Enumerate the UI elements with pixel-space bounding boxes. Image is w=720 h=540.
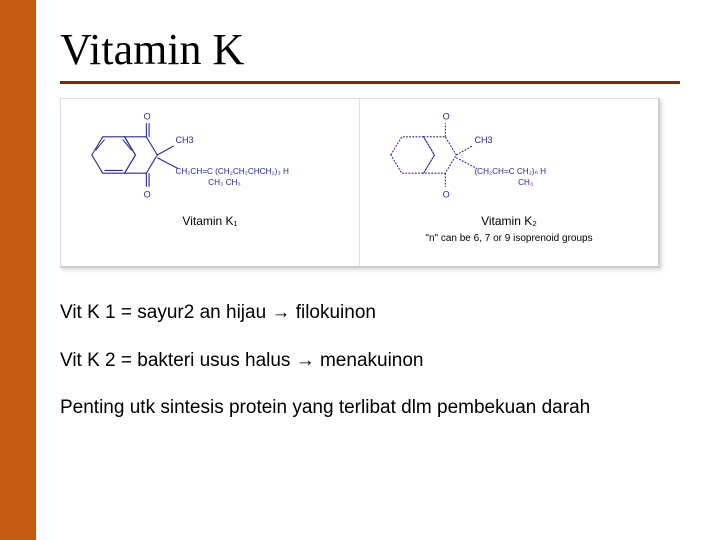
svg-text:CH₂CH=C (CH₂CH₂CHCH₂)₃ H: CH₂CH=C (CH₂CH₂CHCH₂)₃ H <box>175 167 288 176</box>
svg-text:O: O <box>443 190 450 200</box>
caption-k1: Vitamin K₁ <box>65 214 355 230</box>
caption-k2: Vitamin K₂ "n" can be 6, 7 or 9 isopreno… <box>364 214 654 245</box>
body-line: Vit K 2 = bakteri usus halus → menakuino… <box>60 348 680 374</box>
structure-k1: O O CH3 CH₂CH=C (CH₂CH₂CHCH₂)₃ H CH₃ CH₃ <box>65 105 355 205</box>
slide-content: Vitamin K <box>36 0 720 540</box>
svg-text:CH3: CH3 <box>474 135 492 145</box>
body-line: Penting utk sintesis protein yang terlib… <box>60 395 680 421</box>
svg-text:O: O <box>144 190 151 200</box>
svg-text:CH₃: CH₃ <box>518 178 533 187</box>
svg-text:(CH₂CH=C CH₂)ₙ H: (CH₂CH=C CH₂)ₙ H <box>474 167 546 176</box>
structure-k2: O O CH3 (CH₂CH=C CH₂)ₙ H CH₃ <box>364 105 654 205</box>
diagram-panel-k2: O O CH3 (CH₂CH=C CH₂)ₙ H CH₃ Vitamin K₂ … <box>360 99 658 266</box>
svg-text:O: O <box>144 112 151 122</box>
structure-diagram: O O CH3 CH₂CH=C (CH₂CH₂CHCH₂)₃ H CH₃ CH₃… <box>60 98 660 268</box>
svg-text:CH3: CH3 <box>175 135 193 145</box>
svg-text:O: O <box>443 112 450 122</box>
body-line: Vit K 1 = sayur2 an hijau → filokuinon <box>60 300 680 326</box>
page-title: Vitamin K <box>60 24 680 75</box>
title-rule: Vitamin K <box>60 24 680 84</box>
sidebar-accent <box>0 0 36 540</box>
diagram-panel-k1: O O CH3 CH₂CH=C (CH₂CH₂CHCH₂)₃ H CH₃ CH₃… <box>61 99 360 266</box>
svg-text:CH₃ CH₃: CH₃ CH₃ <box>208 178 241 187</box>
